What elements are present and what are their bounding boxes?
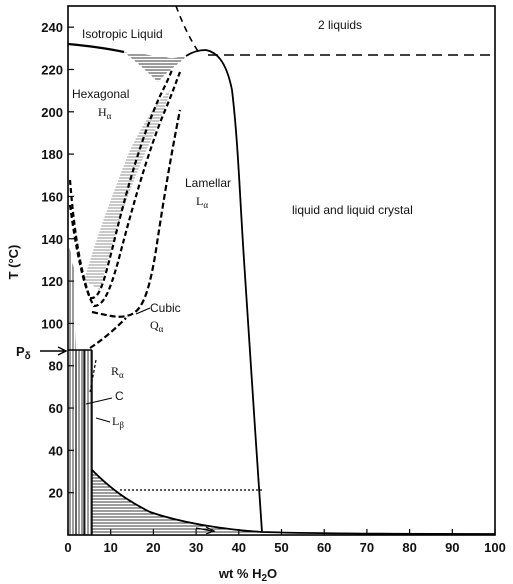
low-water-boundary — [91, 469, 496, 535]
y-tick-label: 20 — [49, 486, 63, 501]
label-lamellar: Lamellar — [185, 176, 231, 190]
y-tick-label: 60 — [49, 401, 63, 416]
x-tick-label: 30 — [189, 540, 203, 555]
y-tick-label: 200 — [41, 105, 63, 120]
x-tick-label: 40 — [232, 540, 246, 555]
y-tick-label: 180 — [41, 147, 63, 162]
plot-frame — [67, 5, 496, 536]
x-tick-label: 20 — [146, 540, 160, 555]
hex-lamellar-two-phase-band — [84, 90, 170, 290]
r-alpha-pointer-arrow — [89, 359, 97, 393]
label-r-alpha: Rα — [111, 364, 124, 380]
label-liquid-crystal: liquid and liquid crystal — [292, 203, 413, 217]
c-pointer-line — [85, 397, 113, 405]
x-tick-label: 60 — [317, 540, 331, 555]
low-temp-horizontal-hatch-region — [92, 470, 262, 535]
x-axis-label: wt % H2O — [218, 566, 277, 584]
y-tick-label: 160 — [41, 189, 63, 204]
x-tick-label: 80 — [402, 540, 416, 555]
lamellar-dome-boundary — [185, 49, 263, 533]
label-lamellar-symbol: Lα — [196, 194, 208, 210]
y-tick-label: 120 — [41, 274, 63, 289]
two-liquids-dashed-boundary — [175, 5, 201, 55]
y-axis-ticks: 20 40 60 80 100 120 140 160 180 200 220 240 — [41, 20, 74, 501]
label-two-liquids: 2 liquids — [318, 18, 362, 32]
label-isotropic-liquid: Isotropic Liquid — [82, 27, 163, 41]
low-temp-vertical-hatch-region — [68, 240, 92, 535]
y-tick-label: 140 — [41, 232, 63, 247]
isotropic-boundary — [67, 42, 125, 54]
y-tick-label: 220 — [41, 62, 63, 77]
label-p-delta: Pδ — [16, 344, 31, 362]
x-tick-label: 0 — [64, 540, 71, 555]
y-tick-label: 80 — [49, 359, 63, 374]
label-cubic: Cubic — [150, 301, 181, 315]
label-hexagonal: Hexagonal — [72, 87, 129, 101]
cubic-pointer-arrow — [135, 307, 151, 315]
hex-isotropic-two-phase-region — [124, 52, 186, 82]
y-axis-label: T (°C) — [6, 245, 21, 280]
label-hexagonal-symbol: Hα — [98, 105, 112, 121]
x-tick-label: 100 — [484, 540, 506, 555]
label-l-beta: Lβ — [112, 414, 124, 430]
label-c: C — [115, 389, 124, 403]
x-tick-label: 70 — [360, 540, 374, 555]
y-tick-label: 40 — [49, 443, 63, 458]
p-delta-arrow — [40, 346, 68, 356]
x-tick-label: 10 — [103, 540, 117, 555]
hexagonal-right-boundary — [68, 71, 182, 308]
cubic-lower-boundary — [89, 317, 127, 349]
l-beta-pointer-line — [95, 417, 111, 423]
label-cubic-symbol: Qα — [150, 318, 164, 334]
x-tick-label: 50 — [274, 540, 288, 555]
x-tick-label: 90 — [445, 540, 459, 555]
y-tick-label: 100 — [41, 316, 63, 331]
y-tick-label: 240 — [41, 20, 63, 35]
liquidus-arrow — [195, 526, 216, 535]
cubic-boundary — [91, 109, 182, 318]
